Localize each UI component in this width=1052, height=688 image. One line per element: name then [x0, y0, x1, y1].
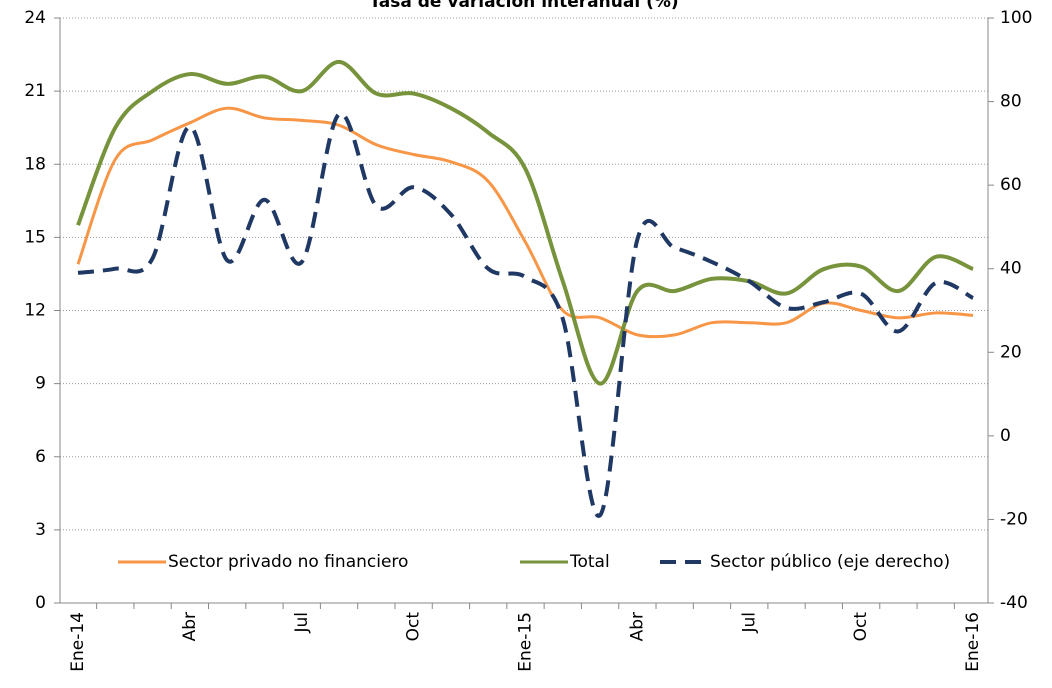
y2-tick-label: 0 — [1000, 426, 1011, 446]
y2-tick-label: 40 — [1000, 259, 1022, 279]
y-tick-label: 0 — [35, 593, 46, 613]
y2-tick-label: -20 — [1000, 509, 1028, 529]
y-tick-label: 21 — [24, 81, 46, 101]
y2-tick-label: 60 — [1000, 175, 1022, 195]
y-tick-label: 3 — [35, 520, 46, 540]
series-line — [77, 111, 974, 518]
legend-label: Sector público (eje derecho) — [710, 552, 950, 572]
series-line — [76, 106, 974, 339]
y2-tick-label: 100 — [1000, 8, 1032, 28]
x-tick-label: Ene-14 — [68, 612, 88, 672]
x-tick-label: Oct — [404, 612, 424, 642]
y-tick-label: 15 — [24, 227, 46, 247]
y-tick-label: 6 — [35, 447, 46, 467]
x-tick-label: Oct — [851, 612, 871, 642]
chart-title: Tasa de variación interanual (%) — [369, 0, 678, 12]
series-line — [76, 59, 974, 386]
legend-label: Sector privado no financiero — [168, 552, 408, 572]
x-tick-label: Jul — [739, 612, 759, 634]
x-tick-label: Abr — [627, 612, 647, 641]
y-tick-label: 12 — [24, 301, 46, 321]
y-tick-label: 9 — [35, 374, 46, 394]
legend-label: Total — [569, 552, 610, 572]
y-tick-label: 24 — [24, 8, 46, 28]
y-tick-label: 18 — [24, 154, 46, 174]
y2-tick-label: 20 — [1000, 342, 1022, 362]
x-tick-label: Jul — [292, 612, 312, 634]
y2-tick-label: 80 — [1000, 92, 1022, 112]
x-tick-label: Abr — [180, 612, 200, 641]
x-tick-label: Ene-15 — [516, 612, 536, 672]
y2-tick-label: -40 — [1000, 593, 1028, 613]
x-tick-label: Ene-16 — [963, 612, 983, 672]
